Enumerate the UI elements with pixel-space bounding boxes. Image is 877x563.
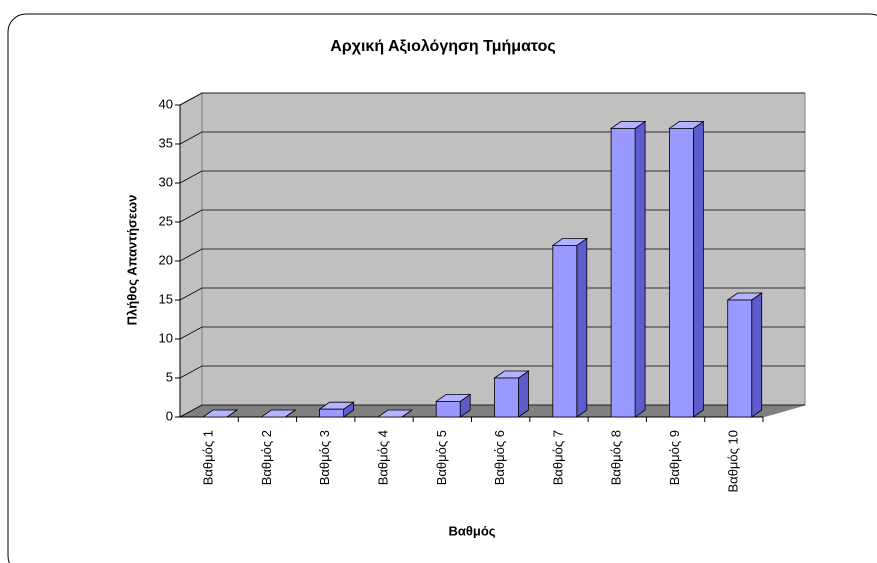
- bar: [669, 127, 694, 418]
- y-tick-label: 10: [159, 330, 173, 345]
- grid-line: [179, 209, 805, 223]
- y-tick-label: 20: [159, 252, 173, 267]
- bar-side: [576, 237, 588, 418]
- y-tick-label: 30: [159, 174, 173, 189]
- x-axis-label: Βαθμός: [448, 523, 495, 538]
- grid-line: [179, 365, 805, 379]
- grid-line: [179, 326, 805, 340]
- x-tick-label: Βαθμός 2: [259, 430, 274, 485]
- x-tick-label: Βαθμός 3: [317, 430, 332, 485]
- bar: [435, 400, 461, 418]
- y-tick-label: 25: [159, 213, 173, 228]
- x-tick-label: Βαθμός 7: [550, 430, 565, 485]
- bar-top: [376, 409, 414, 418]
- y-tick-label: 40: [159, 96, 173, 111]
- grid-line: [179, 287, 805, 301]
- grid-line: [179, 248, 805, 262]
- bar-top: [260, 409, 297, 418]
- bar-side: [751, 292, 763, 418]
- chart-title: Αρχική Αξιολόγηση Τμήματος: [330, 38, 555, 55]
- x-tick-label: Βαθμός 5: [434, 430, 449, 485]
- x-tick-label: Βαθμός 6: [492, 430, 507, 485]
- bar-side: [518, 370, 529, 418]
- bar: [552, 244, 578, 418]
- grid-line: [179, 92, 805, 106]
- bar: [727, 299, 753, 418]
- grid-line: [179, 170, 805, 184]
- grid-line: [179, 404, 805, 418]
- bar: [319, 408, 345, 418]
- bar: [610, 127, 636, 418]
- bar-side: [634, 120, 646, 418]
- bar-top: [201, 409, 239, 418]
- y-tick-label: 35: [159, 135, 173, 150]
- x-tick-label: Βαθμός 1: [201, 430, 216, 485]
- x-tick-label: Βαθμός 4: [375, 430, 390, 485]
- y-axis-label: Πλήθος Απαντήσεων: [124, 195, 139, 326]
- x-tick-label: Βαθμός 10: [725, 430, 740, 492]
- bar-side: [693, 120, 704, 418]
- y-tick-label: 0: [166, 408, 173, 423]
- bar: [494, 377, 519, 418]
- x-tick-label: Βαθμός 8: [609, 430, 624, 485]
- y-tick-label: 15: [159, 291, 173, 306]
- grid-line: [179, 131, 805, 145]
- x-tick-label: Βαθμός 9: [667, 430, 682, 485]
- y-tick-label: 5: [166, 369, 173, 384]
